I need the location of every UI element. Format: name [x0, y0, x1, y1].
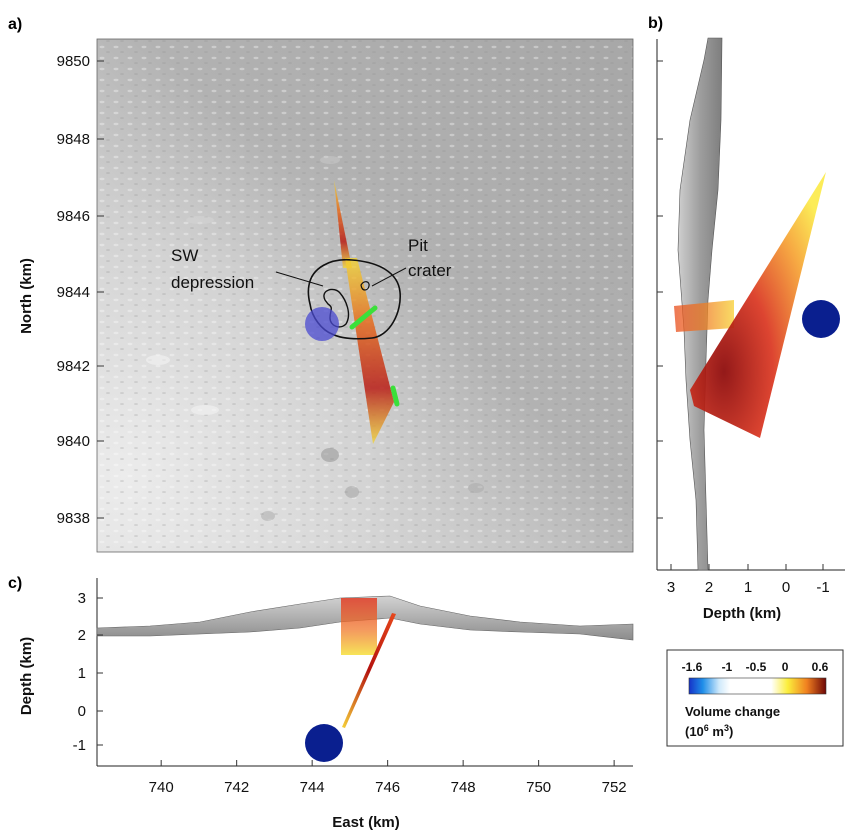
panel-b-x-tick-label: 2 [705, 579, 713, 596]
pit-crater-outline [360, 281, 370, 291]
panel-a-y-tick-label: 9844 [57, 284, 90, 301]
colorbar-scale [688, 677, 827, 695]
panel-c-x-axis-title: East (km) [332, 814, 400, 831]
sw-depression-outline [307, 259, 401, 340]
deflation-source [305, 307, 339, 341]
panel-b-label: b) [648, 15, 663, 32]
fissure-upper [349, 305, 378, 330]
panel-a-y-tick-label: 9840 [57, 433, 90, 450]
panel-c-y-axis: 3 2 1 0 -1 [73, 590, 103, 754]
panel-b: b) 3 2 1 0 -1 Depth (km) [648, 15, 845, 622]
panel-c-x-tick-label: 740 [149, 779, 174, 796]
panel-c-y-tick-label: 2 [78, 627, 86, 644]
panel-c-x-tick-label: 752 [602, 779, 627, 796]
panel-c-x-tick-label: 750 [526, 779, 551, 796]
panel-c-label: c) [8, 575, 22, 592]
pit-crater-leader [371, 267, 407, 287]
sw-depression-leader [275, 271, 324, 287]
sw-depression-label-1: SW [171, 246, 198, 265]
panel-c-source [305, 724, 343, 762]
panel-a-label: a) [8, 16, 22, 33]
colorbar-tick-label: 0 [782, 660, 789, 674]
pit-crater-label-1: Pit [408, 236, 428, 255]
panel-b-sill [674, 300, 734, 332]
panel-a-y-tick-label: 9850 [57, 53, 90, 70]
panel-b-x-tick-label: 0 [782, 579, 790, 596]
panel-c-y-tick-label: 0 [78, 703, 86, 720]
dike-main-segment [345, 258, 394, 444]
colorbar-tick-labels: -1.6 -1 -0.5 0 0.6 [682, 660, 829, 674]
colorbar-tick-label: 0.6 [812, 660, 829, 674]
panel-b-y-ticks [657, 60, 663, 519]
colorbar-tick-label: -1.6 [682, 660, 703, 674]
panel-c-y-tick-label: 3 [78, 590, 86, 607]
panel-a-y-tick-label: 9848 [57, 131, 90, 148]
panel-a-y-tick-label: 9846 [57, 208, 90, 225]
colorbar-tick-label: -1 [722, 660, 733, 674]
panel-b-x-tick-label: 3 [667, 579, 675, 596]
colorbar-title-line1: Volume change [685, 704, 780, 719]
pit-crater-label-2: crater [408, 261, 452, 280]
panel-c-y-tick-label: -1 [73, 737, 86, 754]
panel-c-shallow-source [341, 598, 377, 655]
panel-c-y-axis-title: Depth (km) [18, 637, 35, 715]
panel-b-x-tick-label: 1 [744, 579, 752, 596]
panel-c-x-axis: 740 742 744 746 748 750 752 [149, 760, 627, 796]
panel-a-y-axis: 9850 9848 9846 9844 9842 9840 9838 [57, 53, 104, 527]
dike-north-segment [334, 180, 352, 268]
panel-b-x-axis: 3 2 1 0 -1 [667, 564, 830, 596]
colorbar: -1.6 -1 -0.5 0 0.6 Volume change (106 m3) [666, 649, 844, 747]
panel-b-dike [690, 172, 826, 438]
panel-a-y-tick-label: 9842 [57, 358, 90, 375]
sw-depression-label-2: depression [171, 273, 254, 292]
fissure-lower [390, 385, 400, 407]
panel-a-y-tick-label: 9838 [57, 510, 90, 527]
panel-a: a) SW [8, 16, 634, 553]
panel-b-source [802, 300, 840, 338]
panel-b-x-axis-title: Depth (km) [703, 605, 781, 622]
colorbar-frame [666, 649, 844, 747]
panel-c-y-tick-label: 1 [78, 665, 86, 682]
panel-c-x-tick-label: 742 [224, 779, 249, 796]
panel-c-dike [342, 613, 396, 728]
panel-c-x-tick-label: 748 [451, 779, 476, 796]
colorbar-tick-label: -0.5 [746, 660, 767, 674]
colorbar-title-line2: (106 m3) [685, 723, 733, 739]
panel-c-x-tick-label: 744 [300, 779, 325, 796]
panel-a-y-axis-title: North (km) [18, 258, 35, 334]
panel-c-x-tick-label: 746 [375, 779, 400, 796]
panel-b-x-tick-label: -1 [816, 579, 829, 596]
panel-c: c) 3 2 1 0 -1 740 742 744 746 748 750 752 Depth (k… [8, 575, 634, 831]
